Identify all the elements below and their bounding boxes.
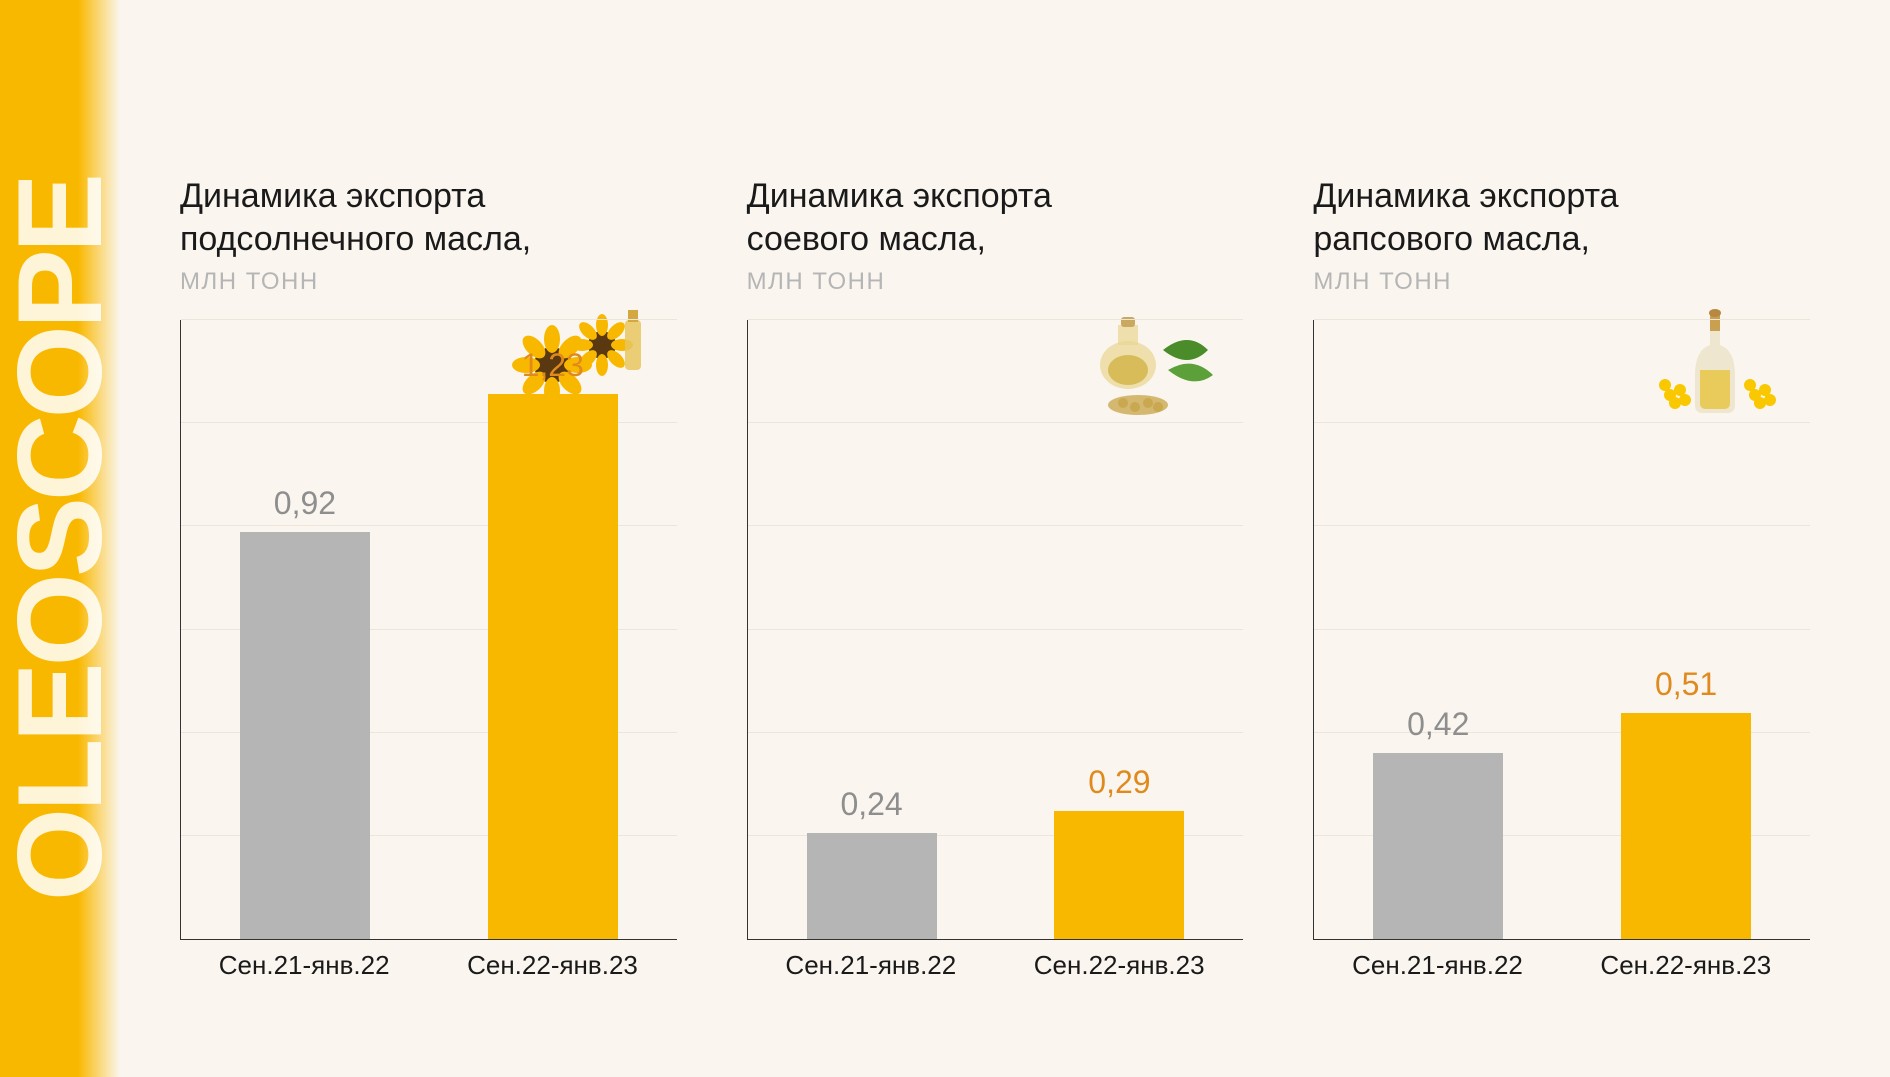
bar-group-1: 0,29: [1008, 764, 1231, 939]
bar-group-0: 0,24: [760, 786, 983, 939]
chart-panel-rapeseed: Динамика экспортарапсового масла, МЛН ТО…: [1313, 175, 1810, 981]
x-axis-labels: Сен.21-янв.22 Сен.22-янв.23: [180, 950, 677, 981]
x-axis-labels: Сен.21-янв.22 Сен.22-янв.23: [747, 950, 1244, 981]
bar-value: 0,24: [840, 786, 902, 823]
x-label: Сен.21-янв.22: [1326, 950, 1550, 981]
x-label: Сен.22-янв.23: [1574, 950, 1798, 981]
bar-group-1: 1,23: [441, 347, 664, 939]
bars: 0,42 0,51: [1314, 320, 1810, 939]
charts-container: Динамика экспортаподсолнечного масла, МЛ…: [180, 175, 1810, 981]
chart-subtitle: МЛН ТОНН: [747, 268, 1244, 296]
plot-area: 0,42 0,51: [1313, 320, 1810, 940]
x-axis-labels: Сен.21-янв.22 Сен.22-янв.23: [1313, 950, 1810, 981]
x-label: Сен.22-янв.23: [1007, 950, 1231, 981]
bar: [807, 833, 937, 939]
brand-logo-text: OLEOSCOPE: [0, 176, 129, 900]
plot-area: 0,92 1,23: [180, 320, 677, 940]
chart-title: Динамика экспортасоевого масла,: [747, 175, 1244, 260]
bar-group-0: 0,42: [1327, 706, 1550, 939]
bar: [240, 532, 370, 939]
x-label: Сен.21-янв.22: [759, 950, 983, 981]
chart-panel-sunflower: Динамика экспортаподсолнечного масла, МЛ…: [180, 175, 677, 981]
bar: [1621, 713, 1751, 939]
bar-value: 0,92: [274, 485, 336, 522]
bar-value: 0,29: [1088, 764, 1150, 801]
bar: [1373, 753, 1503, 939]
chart-title: Динамика экспортаподсолнечного масла,: [180, 175, 677, 260]
bar-value: 0,42: [1407, 706, 1469, 743]
chart-subtitle: МЛН ТОНН: [1313, 268, 1810, 296]
bar-value: 1,23: [522, 347, 584, 384]
bar: [1054, 811, 1184, 939]
x-label: Сен.22-янв.23: [441, 950, 665, 981]
bar: [488, 394, 618, 939]
bars: 0,92 1,23: [181, 320, 677, 939]
plot-area: 0,24 0,29: [747, 320, 1244, 940]
bar-group-1: 0,51: [1575, 666, 1798, 939]
bar-value: 0,51: [1655, 666, 1717, 703]
chart-title: Динамика экспортарапсового масла,: [1313, 175, 1810, 260]
bars: 0,24 0,29: [748, 320, 1244, 939]
chart-subtitle: МЛН ТОНН: [180, 268, 677, 296]
brand-strip: OLEOSCOPE: [0, 0, 120, 1077]
bar-group-0: 0,92: [193, 485, 416, 939]
chart-panel-soybean: Динамика экспортасоевого масла, МЛН ТОНН: [747, 175, 1244, 981]
x-label: Сен.21-янв.22: [192, 950, 416, 981]
